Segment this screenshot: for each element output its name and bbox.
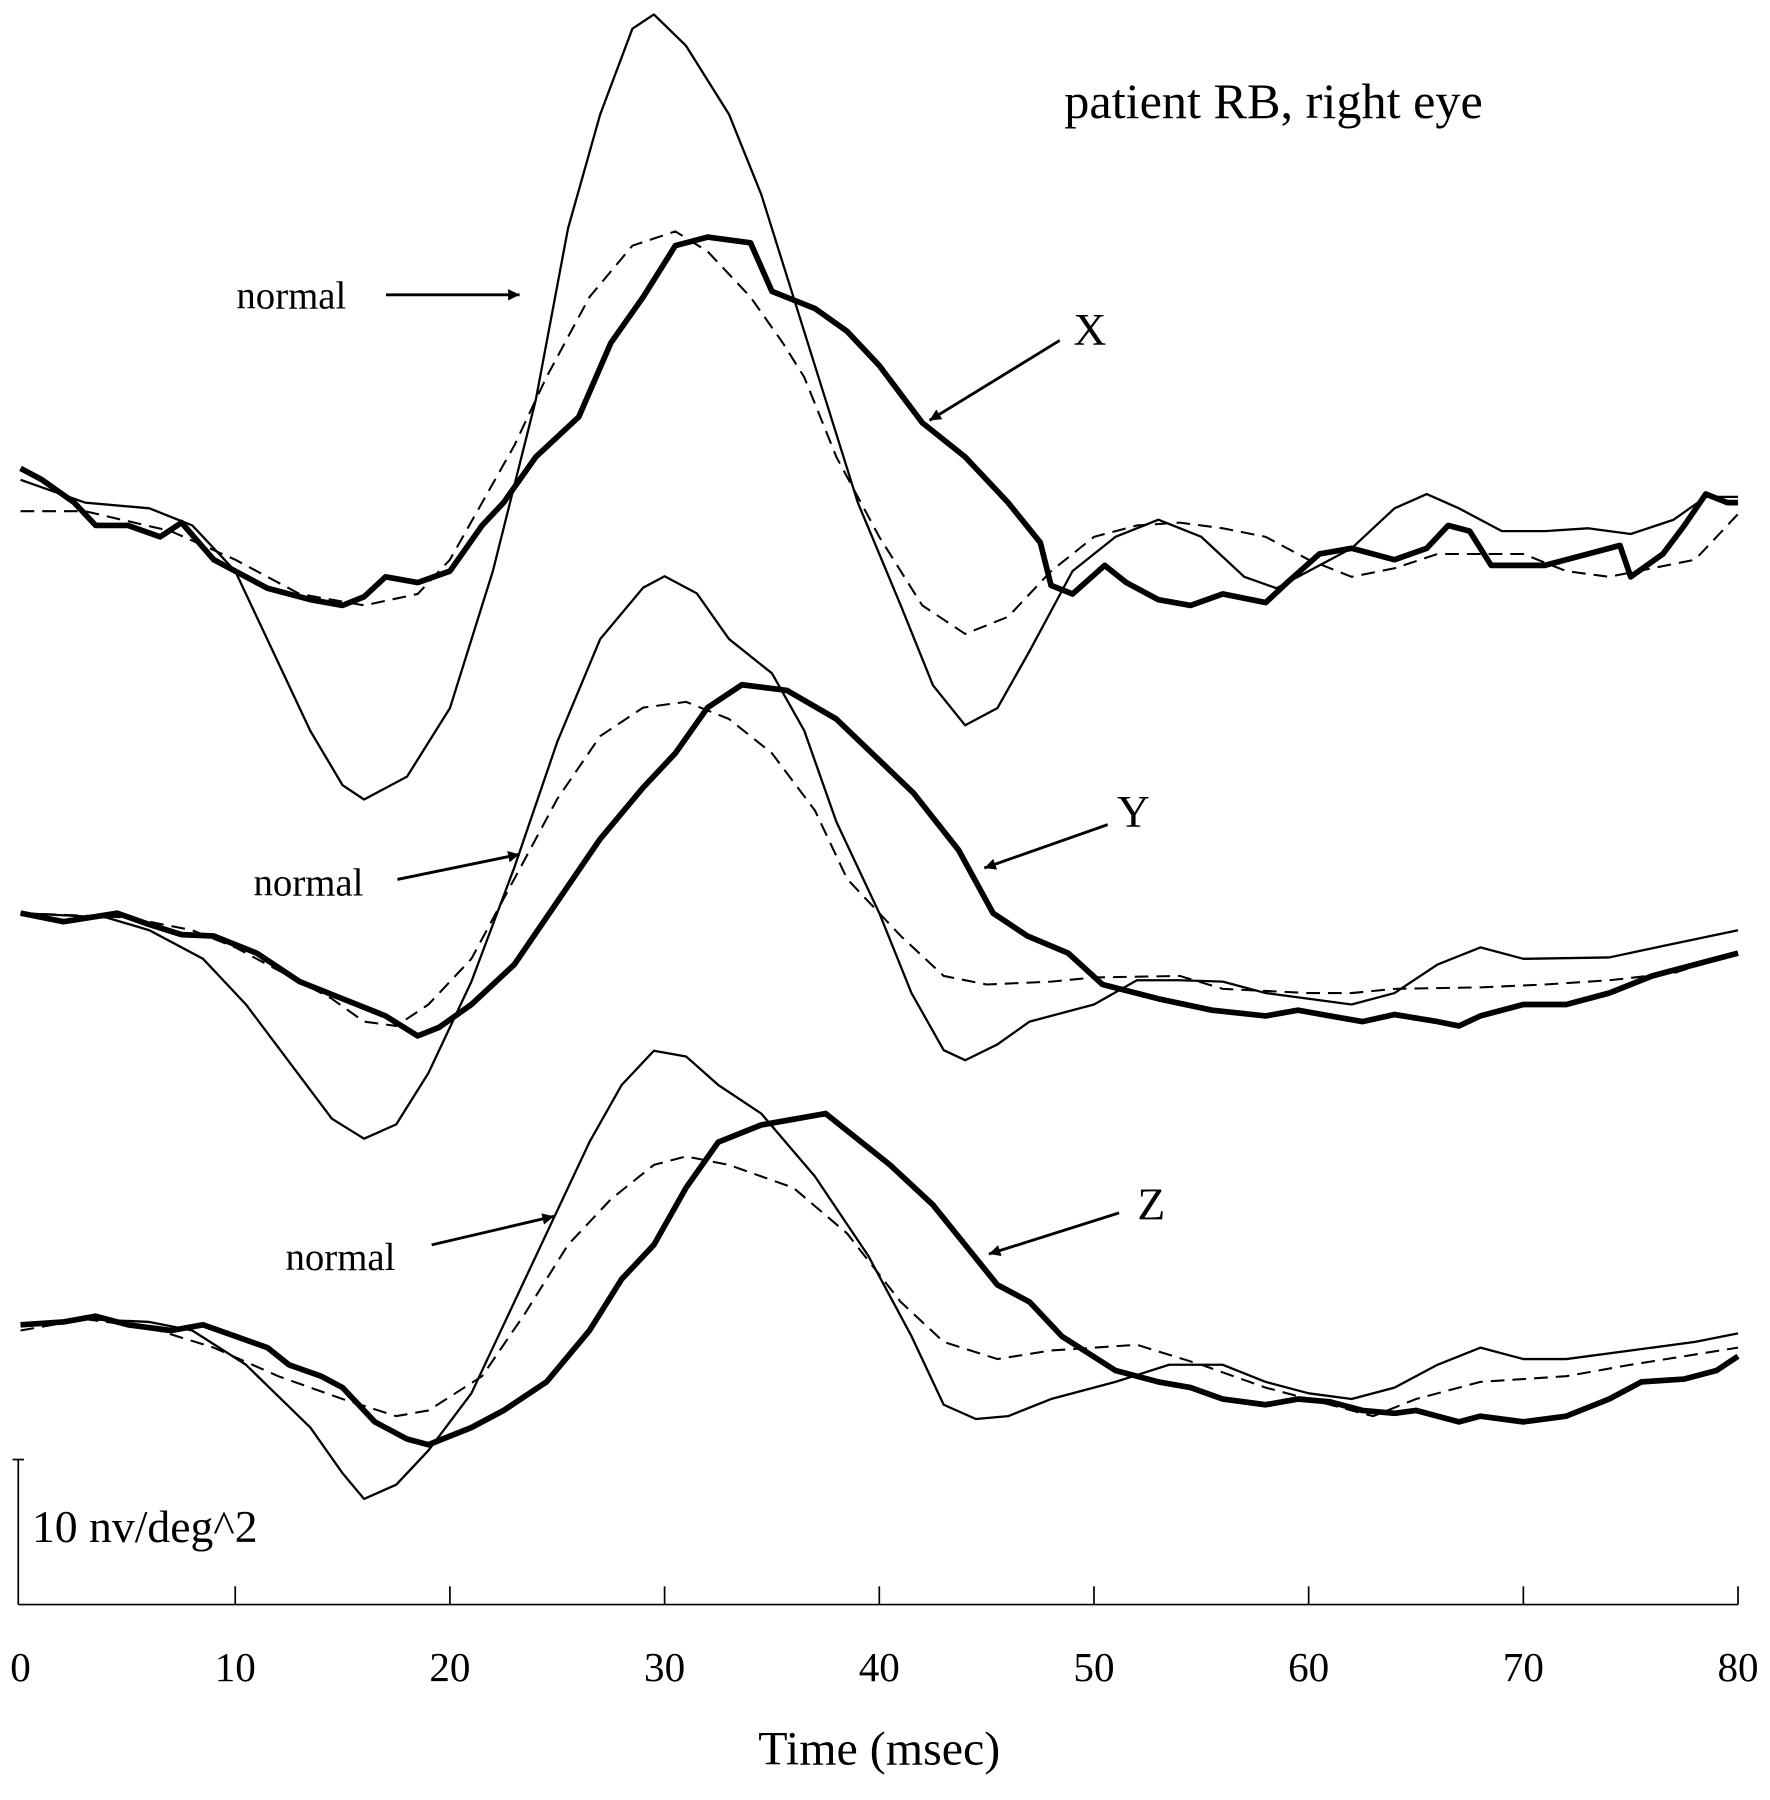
group-arrow-x xyxy=(928,339,1061,422)
annotation-z: normal Z xyxy=(285,1179,1165,1279)
trace-x-thin xyxy=(20,13,1739,801)
trace-x-dashed xyxy=(20,230,1739,635)
x-tick-label: 80 xyxy=(1717,1644,1758,1690)
trace-y-dashed xyxy=(20,700,1739,1027)
x-tick-label: 20 xyxy=(429,1644,470,1690)
group-label-y: Y xyxy=(1117,786,1150,837)
group-arrow-z xyxy=(988,1211,1120,1257)
x-axis: 0 10 20 30 40 50 60 70 80 xyxy=(10,1586,1759,1690)
scale-bar: 10 nv/deg^2 xyxy=(12,1458,258,1605)
x-tick-label: 30 xyxy=(644,1644,685,1690)
group-label-z: Z xyxy=(1137,1179,1165,1230)
x-tick-label: 40 xyxy=(859,1644,900,1690)
scale-bar-label: 10 nv/deg^2 xyxy=(32,1501,258,1552)
annotation-x: normal X xyxy=(236,274,1106,422)
normal-label-z: normal xyxy=(285,1236,395,1279)
x-tick-label: 50 xyxy=(1073,1644,1114,1690)
annotation-y: normal Y xyxy=(254,786,1150,905)
group-arrow-y xyxy=(983,823,1109,870)
normal-arrow-y xyxy=(397,851,520,881)
x-tick-label: 70 xyxy=(1503,1644,1544,1690)
trace-z-thin xyxy=(20,1049,1739,1501)
group-label-x: X xyxy=(1073,304,1106,355)
x-axis-label: Time (msec) xyxy=(758,1722,1000,1775)
traces xyxy=(19,13,1740,1501)
normal-label-x: normal xyxy=(236,274,346,317)
trace-y-thick xyxy=(19,681,1739,1039)
trace-z-dashed xyxy=(20,1155,1739,1418)
x-tick-label: 10 xyxy=(215,1644,256,1690)
normal-arrow-z xyxy=(431,1213,555,1247)
trace-z-thick xyxy=(20,1110,1740,1448)
chart-title: patient RB, right eye xyxy=(1064,73,1483,129)
x-tick-label: 60 xyxy=(1288,1644,1329,1690)
x-tick-label: 0 xyxy=(10,1644,31,1690)
normal-label-y: normal xyxy=(254,861,364,904)
trace-y-thin xyxy=(20,575,1739,1140)
trace-x-thick xyxy=(19,234,1739,609)
